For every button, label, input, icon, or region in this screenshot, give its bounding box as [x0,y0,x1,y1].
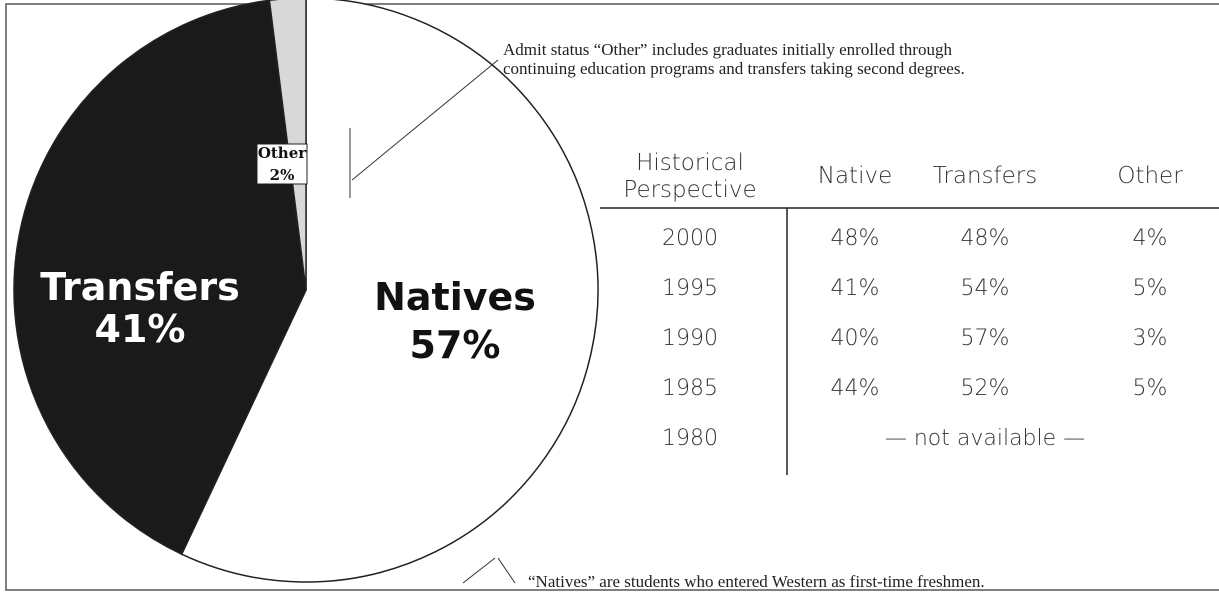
frame [5,3,1219,591]
label-box [256,143,308,185]
leader [497,557,516,584]
leader [351,59,499,181]
pie-slice [13,0,307,556]
table-cell: 48% [960,226,1010,251]
slice-label: Other [258,144,307,162]
table-cell: 1985 [662,376,718,401]
slice-value: 41% [95,307,186,351]
pie-slice [180,0,599,583]
table-cell: — not available — [884,426,1086,451]
table-cell: 52% [960,376,1010,401]
leader [462,557,496,584]
table-header: Other [1117,163,1183,189]
table-cell: 44% [830,376,880,401]
table-cell: 4% [1132,226,1168,251]
table-cell: 54% [960,276,1010,301]
table-cell: 2000 [662,226,718,251]
table-header: Historical Perspective [623,150,757,203]
slice-label: Natives [374,275,536,319]
table-header: Transfers [932,163,1038,189]
table-cell: 1990 [662,326,718,351]
table-cell: 3% [1132,326,1168,351]
table-cell: 5% [1132,376,1168,401]
annotation: Admit status “Other” includes graduates … [503,40,965,78]
slice-value: 57% [410,323,501,367]
slice-label: Transfers [40,265,239,309]
table-cell: 1980 [662,426,718,451]
annotation: “Natives” are students who entered Weste… [528,572,985,591]
table-cell: 48% [830,226,880,251]
table-cell: 40% [830,326,880,351]
table-cell: 41% [830,276,880,301]
table-cell: 5% [1132,276,1168,301]
table-header: Native [817,163,893,189]
slice-value: 2% [270,166,295,184]
table-cell: 57% [960,326,1010,351]
table-cell: 1995 [662,276,718,301]
